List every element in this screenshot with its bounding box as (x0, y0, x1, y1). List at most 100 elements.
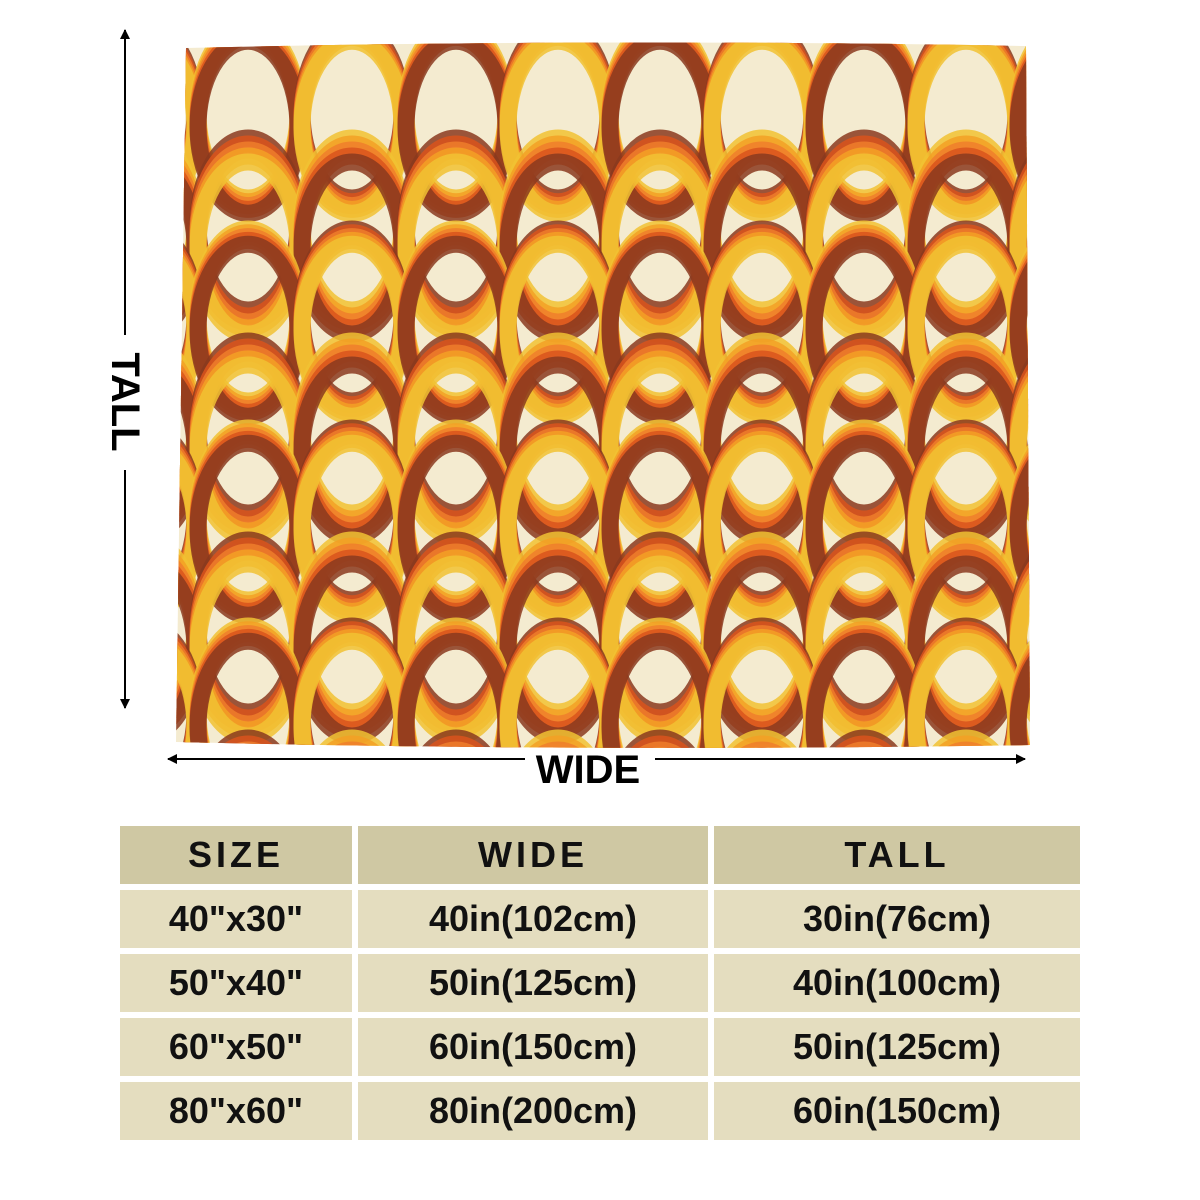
pattern-ring (176, 735, 204, 748)
tall-cell: 50in(125cm) (708, 1018, 1080, 1076)
pattern-ring (1009, 231, 1030, 421)
pattern-ring (176, 42, 204, 222)
pattern-ring (1009, 350, 1030, 540)
retro-rings-pattern-icon (95, 42, 1118, 800)
pattern-ring (176, 747, 204, 748)
blanket-image (95, 42, 1118, 800)
table-row: 60"x50" 60in(150cm) 50in(125cm) (120, 1018, 1080, 1076)
size-cell: 40"x30" (120, 890, 352, 948)
pattern-ring (907, 735, 1025, 748)
pattern-ring (406, 762, 506, 800)
header-size: SIZE (120, 826, 352, 884)
pattern-ring (1009, 42, 1030, 207)
pattern-ring (805, 741, 923, 748)
pattern-ring (907, 747, 1025, 748)
pattern-ring (302, 762, 402, 800)
pattern-ring (805, 747, 923, 748)
pattern-ring (1009, 632, 1030, 748)
size-table: SIZE WIDE TALL 40"x30" 40in(102cm) 30in(… (120, 820, 1080, 1146)
pattern-ring (1009, 332, 1030, 522)
pattern-ring (1009, 729, 1030, 748)
size-table-header: SIZE WIDE TALL (120, 826, 1080, 884)
pattern-ring (176, 42, 204, 215)
size-cell: 50"x40" (120, 954, 352, 1012)
pattern-ring (1009, 434, 1030, 624)
pattern-ring (1009, 423, 1030, 613)
size-cell: 60"x50" (120, 1018, 352, 1076)
wide-cell: 50in(125cm) (352, 954, 708, 1012)
pattern-ring (1009, 735, 1030, 748)
pattern-ring (1009, 628, 1030, 748)
pattern-ring (189, 735, 307, 748)
header-tall: TALL (708, 826, 1080, 884)
wide-cell: 60in(150cm) (352, 1018, 708, 1076)
pattern-ring (1009, 235, 1030, 425)
pattern-ring (397, 747, 515, 748)
pattern-ring (293, 747, 411, 748)
pattern-ring (1009, 531, 1030, 721)
pattern-ring (176, 42, 204, 207)
pattern-ring (189, 747, 307, 748)
table-row: 40"x30" 40in(102cm) 30in(76cm) (120, 890, 1080, 948)
pattern-ring (176, 42, 204, 211)
pattern-ring (176, 129, 204, 319)
pattern-ring (1009, 621, 1030, 748)
pattern-ring (293, 735, 411, 748)
pattern-ring (176, 135, 204, 325)
pattern-ring (703, 741, 821, 748)
tall-cell: 60in(150cm) (708, 1082, 1080, 1140)
pattern-ring (95, 762, 195, 800)
pattern-ring (198, 762, 298, 800)
pattern-ring (1009, 741, 1030, 748)
pattern-ring (703, 735, 821, 748)
pattern-ring (1018, 762, 1118, 800)
pattern-ring (814, 762, 914, 800)
pattern-ring (1009, 153, 1030, 343)
pattern-ring (176, 42, 204, 218)
pattern-ring (397, 729, 515, 748)
tall-label: TALL (103, 352, 147, 451)
pattern-ring (1009, 147, 1030, 337)
size-cell: 80"x60" (120, 1082, 352, 1140)
pattern-ring (1009, 228, 1030, 418)
header-wide: WIDE (352, 826, 708, 884)
pattern-ring (189, 741, 307, 748)
pattern-ring (1009, 42, 1030, 211)
pattern-ring (1009, 555, 1030, 745)
pattern-ring (1009, 42, 1030, 215)
pattern-ring (1009, 344, 1030, 534)
pattern-ring (1009, 427, 1030, 617)
pattern-ring (293, 729, 411, 748)
pattern-ring (1009, 42, 1030, 218)
tall-dimension: TALL (103, 29, 147, 709)
wide-cell: 80in(200cm) (352, 1082, 708, 1140)
pattern-ring (176, 147, 204, 337)
pattern-ring (176, 153, 204, 343)
pattern-ring (189, 729, 307, 748)
pattern-ring (1009, 747, 1030, 748)
pattern-ring (1009, 135, 1030, 325)
pattern-ring (703, 747, 821, 748)
pattern-ring (1009, 141, 1030, 331)
pattern-ring (907, 729, 1025, 748)
pattern-ring (1009, 549, 1030, 739)
pattern-ring (1009, 419, 1030, 609)
pattern-ring (1009, 625, 1030, 748)
pattern-ring (1009, 617, 1030, 748)
pattern-ring (1009, 42, 1030, 222)
pattern-ring (176, 141, 204, 331)
pattern-ring (1009, 129, 1030, 319)
table-row: 80"x60" 80in(200cm) 60in(150cm) (120, 1082, 1080, 1140)
pattern-ring (176, 729, 204, 748)
pattern-ring (712, 762, 812, 800)
pattern-ring (397, 741, 515, 748)
wide-dimension: WIDE (167, 748, 1026, 792)
pattern-ring (397, 735, 515, 748)
pattern-ring (1009, 338, 1030, 528)
pattern-ring (916, 762, 1016, 800)
pattern-ring (176, 741, 204, 748)
pattern-ring (1009, 543, 1030, 733)
table-row: 50"x40" 50in(125cm) 40in(100cm) (120, 954, 1080, 1012)
pattern-ring (1009, 224, 1030, 414)
pattern-ring (1009, 220, 1030, 410)
